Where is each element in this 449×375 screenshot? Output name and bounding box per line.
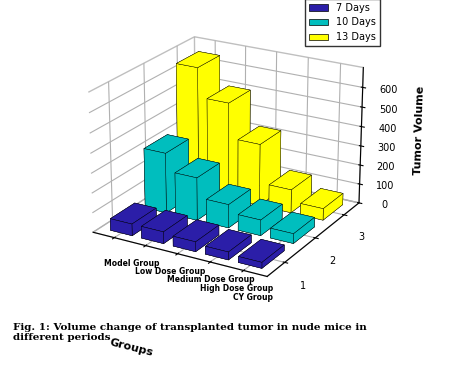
Text: Fig. 1: Volume change of transplanted tumor in nude mice in
different periods: Fig. 1: Volume change of transplanted tu…	[13, 322, 367, 342]
X-axis label: Groups: Groups	[109, 337, 154, 358]
Legend: 7 Days, 10 Days, 13 Days: 7 Days, 10 Days, 13 Days	[305, 0, 379, 46]
